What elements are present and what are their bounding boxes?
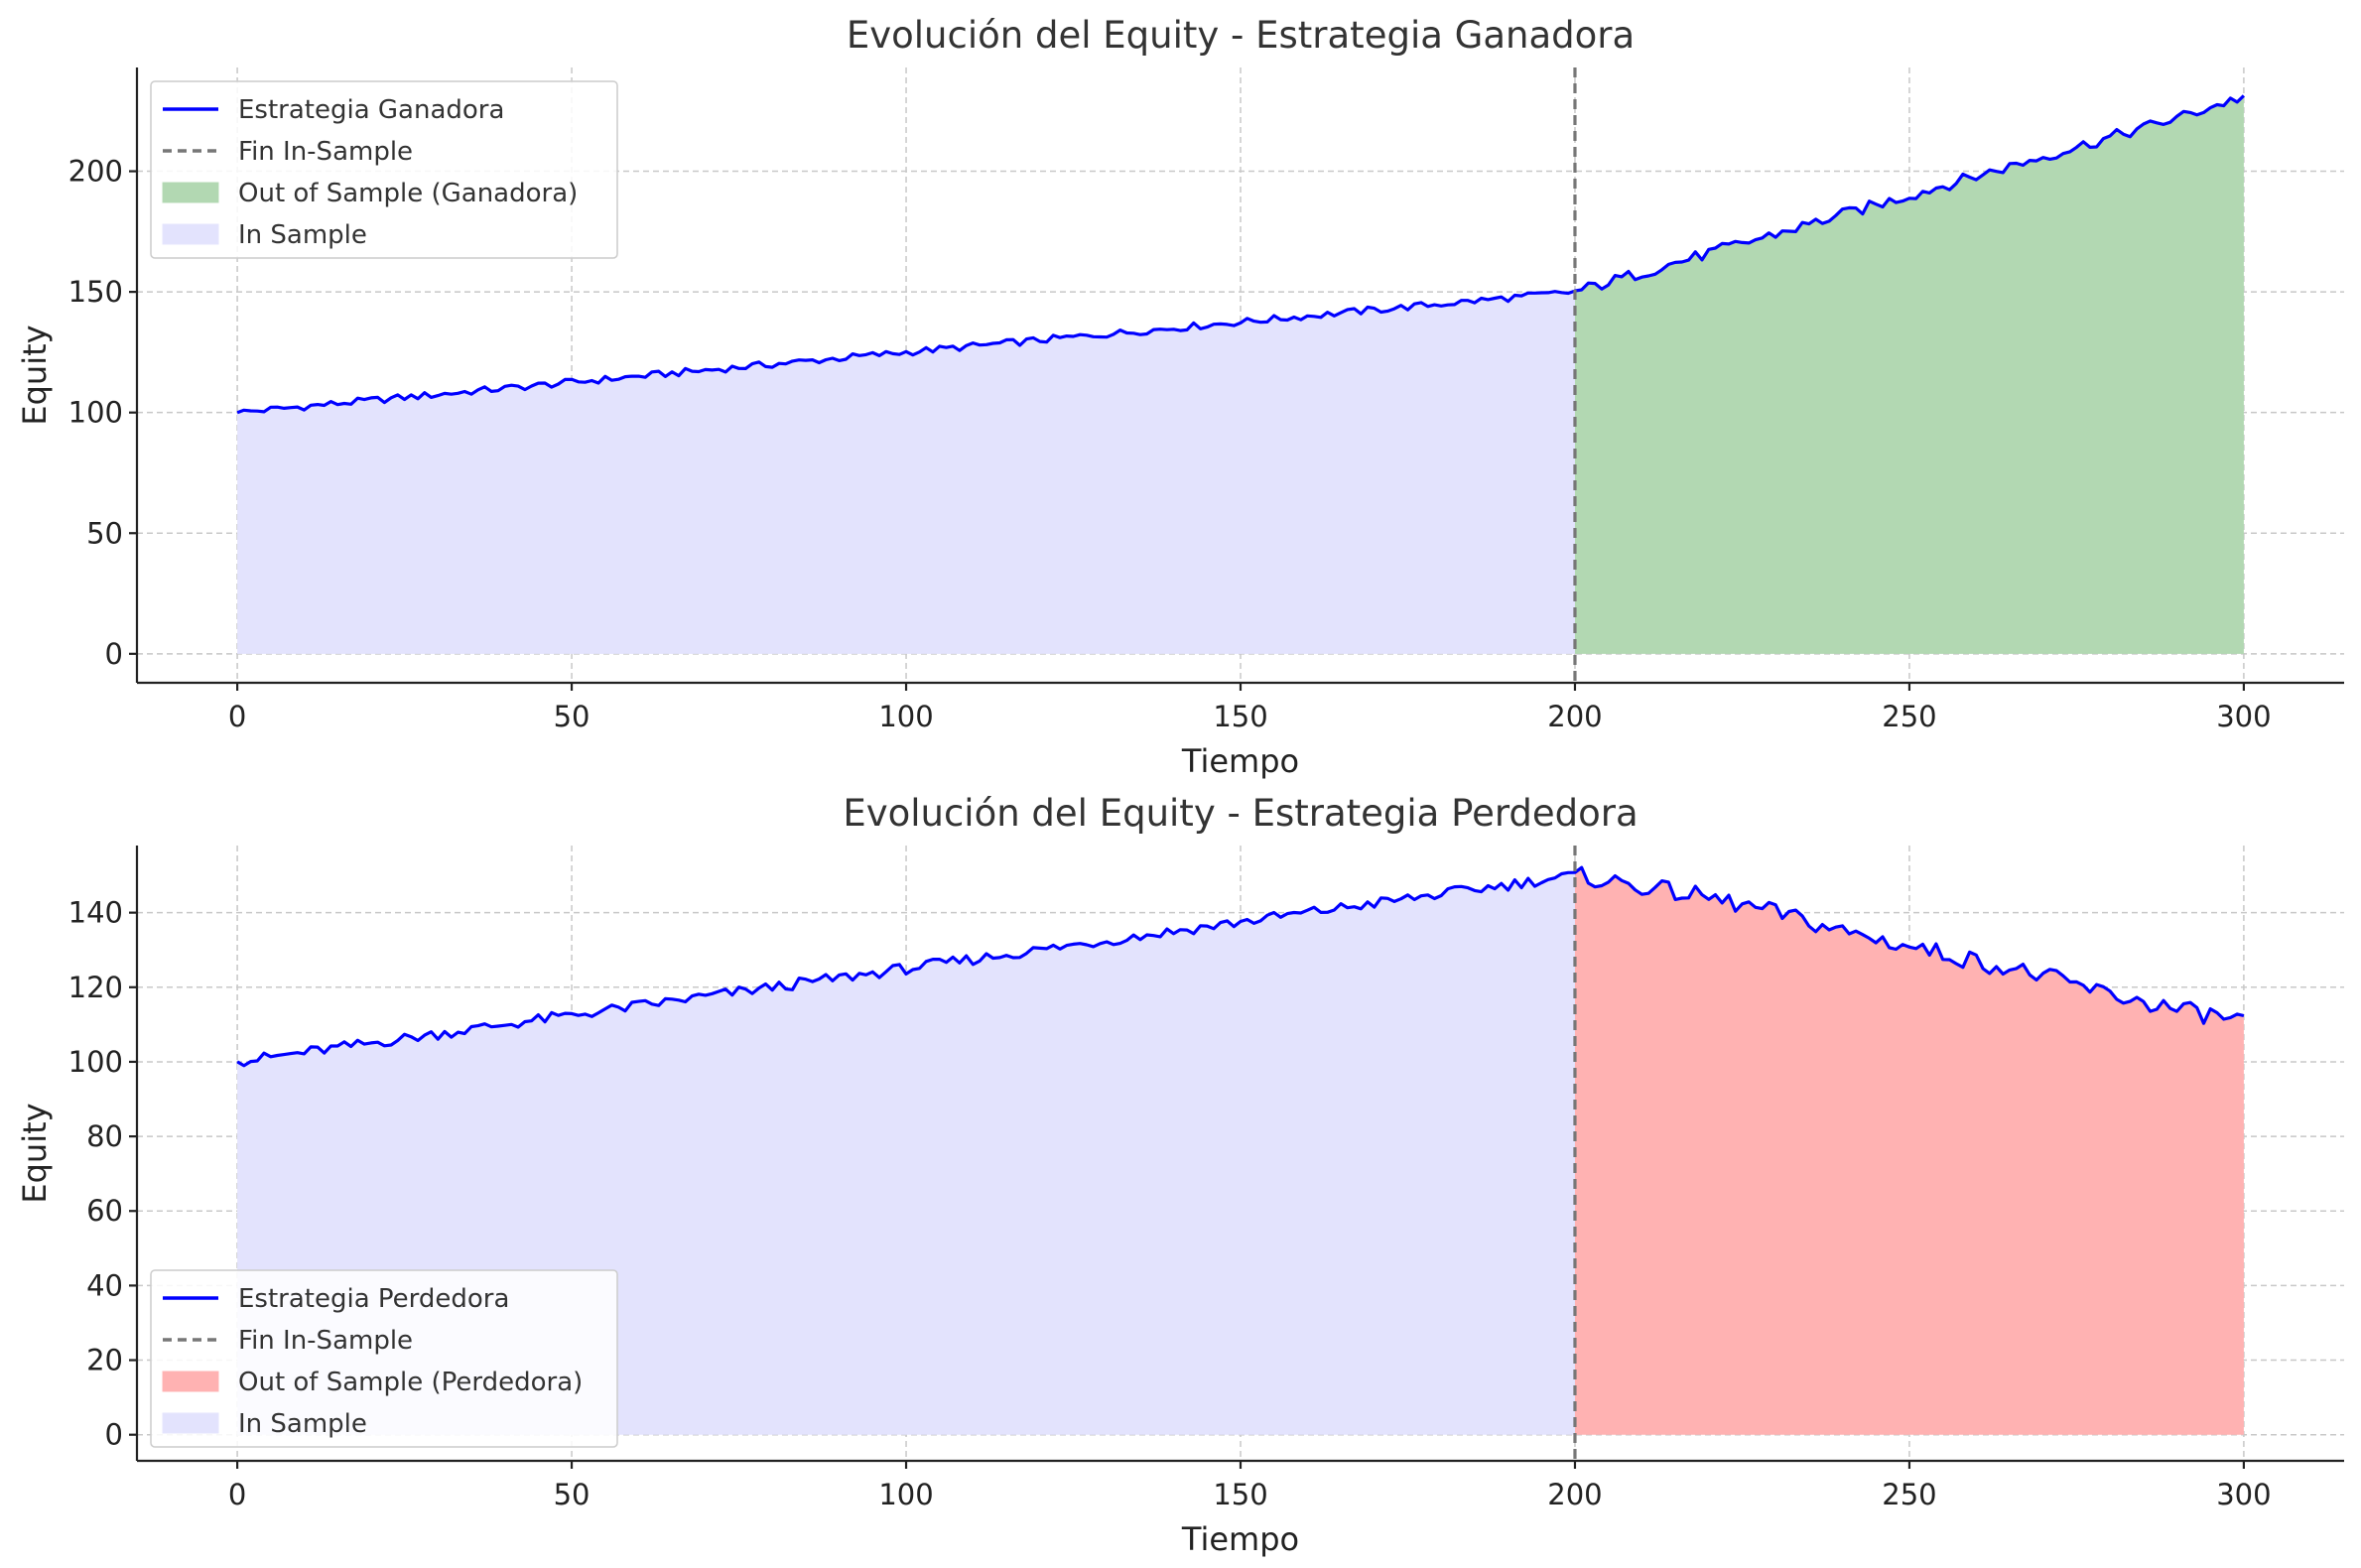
y-tick-label: 0 [105,1418,123,1452]
legend-label: In Sample [238,220,367,250]
legend-label: Fin In-Sample [238,137,413,167]
legend-label: Out of Sample (Ganadora) [238,179,578,208]
x-tick-label: 0 [228,1478,246,1511]
legend: Estrategia Ganadora Fin In-Sample Out of S… [150,80,618,259]
equity-line [236,94,2246,415]
equity-line [236,865,2245,1068]
y-tick-label: 0 [105,637,123,671]
legend-label: Estrategia Perdedora [238,1284,509,1314]
legend-label: Estrategia Ganadora [238,95,504,125]
y-tick-label: 200 [68,155,123,189]
y-axis-label: Equity [16,325,54,425]
y-tick-label: 40 [86,1268,123,1302]
x-tick-label: 100 [878,700,933,733]
legend-label: Fin In-Sample [238,1326,413,1356]
y-tick-label: 120 [68,971,123,1004]
x-tick-label: 150 [1213,700,1267,733]
x-tick-label: 100 [878,1478,933,1511]
y-tick-label: 100 [68,396,123,430]
legend-patch-swatch [162,1412,219,1434]
y-tick-label: 50 [86,516,123,550]
out-of-sample-area [1574,95,2244,654]
x-tick-label: 300 [2216,700,2271,733]
x-tick-label: 250 [1882,700,1936,733]
chart-ganadora: 0 50 100 150 200 250 300 0 50 100 150 200 Evolución … [16,14,2344,780]
legend-box [150,1269,618,1448]
legend-patch-swatch [162,182,219,203]
legend-label: Out of Sample (Perdedora) [238,1368,583,1397]
x-tick-label: 0 [228,700,246,733]
x-tick-label: 150 [1213,1478,1267,1511]
chart-title: Evolución del Equity - Estrategia Perded… [843,792,1638,835]
legend-label: In Sample [238,1409,367,1439]
legend-patch-swatch [162,223,219,245]
x-tick-label: 250 [1882,1478,1936,1511]
x-tick-label: 50 [554,700,590,733]
x-axis-label: Tiempo [1181,742,1299,780]
y-axis-label: Equity [16,1103,54,1203]
legend-patch-swatch [162,1371,219,1392]
y-tick-label: 140 [68,896,123,930]
y-tick-label: 80 [86,1119,123,1153]
x-tick-label: 50 [554,1478,590,1511]
chart-perdedora: 0 50 100 150 200 250 300 0 20 40 60 80 100 120 140 Evol… [16,792,2344,1558]
x-tick-label: 200 [1547,1478,1602,1511]
y-tick-label: 60 [86,1194,123,1228]
y-tick-label: 100 [68,1045,123,1079]
in-sample-area [237,291,1575,654]
y-tick-label: 20 [86,1344,123,1377]
x-tick-label: 300 [2216,1478,2271,1511]
x-axis-label: Tiempo [1181,1520,1299,1558]
legend: Estrategia Perdedora Fin In-Sample Out of … [150,1269,618,1448]
legend-box [150,80,618,259]
chart-title: Evolución del Equity - Estrategia Ganado… [847,14,1635,57]
y-tick-label: 150 [68,275,123,309]
x-tick-label: 200 [1547,700,1602,733]
out-of-sample-area [1574,867,2244,1435]
